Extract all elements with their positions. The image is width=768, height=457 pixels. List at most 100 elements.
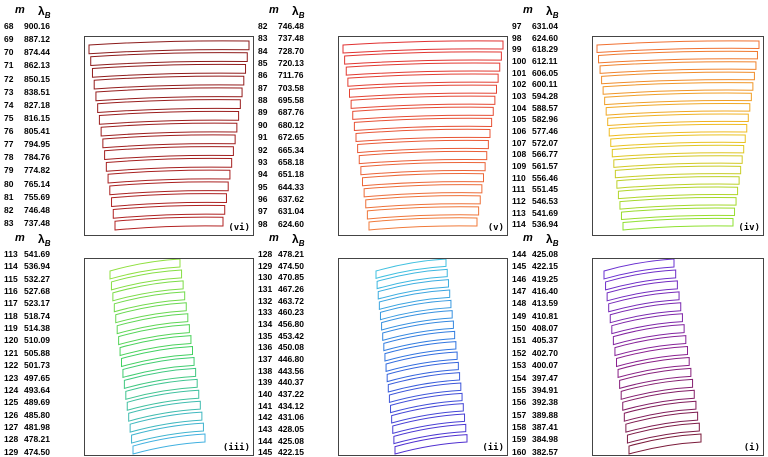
order-number: 159: [512, 434, 527, 445]
blaze-wavelength: 463.72: [278, 295, 304, 306]
blaze-wavelength: 387.41: [532, 421, 558, 432]
order-number: 77: [4, 139, 14, 150]
order-trace: [628, 433, 702, 455]
blaze-wavelength: 450.08: [278, 342, 304, 353]
order-row: 136 450.08: [258, 342, 314, 352]
order-row: 86 711.76: [258, 70, 314, 80]
order-number: 73: [4, 86, 14, 97]
blaze-wavelength: 862.13: [24, 60, 50, 71]
order-header: m: [15, 4, 25, 16]
order-trace: [384, 341, 457, 362]
blaze-wavelength: 765.14: [24, 178, 50, 189]
order-row: 114 536.94: [4, 261, 60, 271]
order-row: 75 816.15: [4, 113, 60, 123]
blaze-wavelength: 470.85: [278, 272, 304, 283]
order-row: 68 900.16: [4, 21, 60, 31]
order-row: 109 561.57: [512, 161, 568, 171]
order-number: 148: [512, 298, 527, 309]
order-trace: [104, 146, 234, 161]
order-row: 120 510.09: [4, 335, 60, 345]
blaze-wavelength: 485.80: [24, 409, 50, 420]
order-trace: [112, 280, 184, 302]
order-trace: [363, 184, 483, 198]
order-trace: [116, 313, 189, 335]
blaze-wavelength: 434.12: [278, 400, 304, 411]
order-number: 119: [4, 323, 18, 334]
order-number: 130: [258, 272, 273, 283]
order-row: 98 624.60: [258, 219, 314, 229]
order-number: 110: [512, 172, 526, 183]
order-trace: [385, 351, 458, 372]
order-number: 70: [4, 47, 14, 58]
order-row: 80 765.14: [4, 179, 60, 189]
order-number: 72: [4, 73, 14, 84]
order-trace: [393, 423, 467, 445]
order-row: 132 463.72: [258, 296, 314, 306]
order-number: 107: [512, 137, 527, 148]
order-number: 100: [512, 56, 527, 66]
order-trace: [377, 279, 449, 300]
order-trace: [383, 330, 456, 352]
blaze-wavelength: 389.88: [532, 409, 558, 420]
order-number: 127: [4, 421, 19, 432]
order-row: 83 737.48: [4, 218, 60, 228]
order-row: 96 637.62: [258, 194, 314, 204]
order-number: 71: [4, 60, 14, 71]
order-number: 143: [258, 424, 273, 434]
order-number: 114: [4, 261, 18, 272]
order-row: 77 794.95: [4, 139, 60, 149]
order-trace: [608, 123, 748, 137]
order-trace: [607, 113, 749, 127]
order-trace: [378, 289, 451, 310]
order-number: 129: [258, 260, 273, 271]
order-row: 87 703.58: [258, 83, 314, 93]
blaze-wavelength: 425.08: [532, 249, 558, 259]
order-row: 105 582.96: [512, 114, 568, 124]
order-trace: [119, 335, 192, 357]
order-row: 129 474.50: [258, 261, 314, 271]
order-row: 79 774.82: [4, 165, 60, 175]
panel-label: (v): [487, 223, 504, 233]
order-traces: [603, 259, 702, 455]
order-trace: [394, 434, 468, 455]
order-row: 139 440.37: [258, 377, 314, 387]
order-trace: [381, 310, 453, 331]
order-trace: [388, 382, 462, 403]
blaze-wavelength: 431.06: [278, 412, 304, 423]
blaze-wavelength: 501.73: [24, 360, 50, 371]
order-number: 89: [258, 107, 268, 118]
order-number: 140: [258, 389, 273, 399]
order-number: 126: [4, 409, 19, 420]
panel-label: (vi): [228, 223, 250, 233]
blaze-wavelength: 651.18: [278, 169, 304, 180]
order-trace: [122, 356, 195, 379]
order-trace: [387, 372, 461, 393]
order-trace-plot: (vi): [84, 36, 254, 236]
order-number: 142: [258, 412, 273, 423]
blaze-wavelength: 624.60: [278, 218, 304, 229]
order-row: 155 394.91: [512, 385, 568, 395]
order-number: 104: [512, 102, 527, 113]
panel-2: m λB 82 746.48 83 737.48 84 728.70 85 720.13 86 711…: [258, 4, 510, 236]
order-number: 149: [512, 310, 527, 321]
order-number: 88: [258, 95, 268, 106]
blaze-wavelength: 493.64: [24, 384, 50, 395]
blaze-wavelength: 594.28: [532, 91, 558, 101]
order-row: 90 680.12: [258, 120, 314, 130]
order-trace-plot: (i): [592, 258, 764, 456]
order-number: 84: [258, 45, 268, 56]
blaze-wavelength: 541.69: [24, 249, 50, 259]
blaze-wavelength: 606.05: [532, 67, 558, 78]
order-number: 81: [4, 191, 14, 202]
blaze-wavelength: 489.69: [24, 397, 50, 408]
order-number: 68: [4, 21, 14, 31]
order-trace: [610, 134, 746, 147]
order-trace: [132, 433, 206, 455]
order-trace: [93, 75, 245, 90]
order-trace: [617, 356, 690, 379]
blaze-wavelength: 422.15: [278, 447, 304, 457]
order-number: 118: [4, 310, 18, 321]
order-header: m: [523, 232, 533, 244]
order-number: 120: [4, 335, 19, 346]
